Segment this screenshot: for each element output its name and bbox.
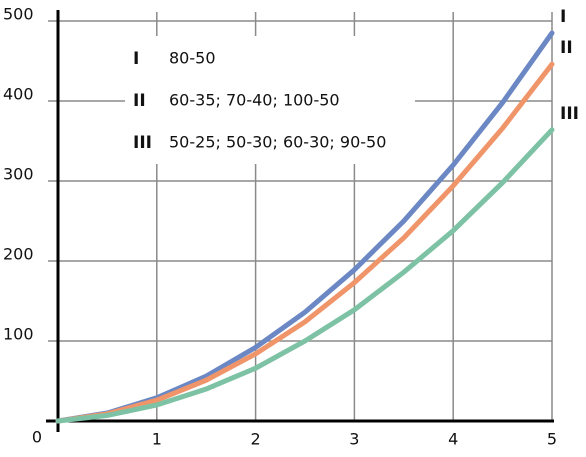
y-tick-label: 0: [32, 428, 42, 447]
series-line: [55, 127, 555, 424]
y-tick-label: 300: [3, 165, 34, 184]
series-end-label: III: [560, 104, 579, 124]
series-line: [55, 61, 555, 424]
y-tick-label: 500: [3, 5, 34, 24]
x-tick-label: 5: [547, 430, 557, 449]
legend-box: [125, 36, 415, 164]
legend-label: 50-25; 50-30; 60-30; 90-50: [169, 133, 386, 152]
x-tick-label: 4: [448, 430, 458, 449]
series-end-label: II: [560, 38, 573, 58]
x-tick-label: 3: [349, 430, 359, 449]
legend-label: 80-50: [169, 49, 216, 68]
y-tick-label: 200: [3, 245, 34, 264]
legend-name: I: [133, 49, 139, 69]
x-tick-label: 2: [251, 430, 261, 449]
y-tick-label: 400: [3, 85, 34, 104]
legend-label: 60-35; 70-40; 100-50: [169, 91, 340, 110]
legend-name: II: [133, 91, 146, 111]
series-end-label: I: [560, 7, 566, 27]
x-tick-label: 1: [152, 430, 162, 449]
legend-name: III: [133, 133, 152, 153]
y-tick-label: 100: [3, 325, 34, 344]
